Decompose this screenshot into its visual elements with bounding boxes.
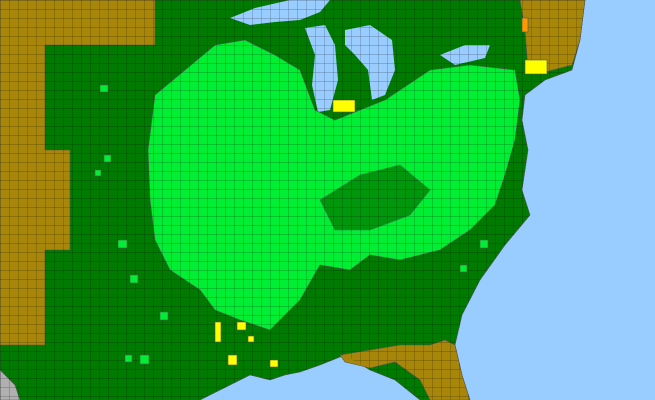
scattered-counties xyxy=(94,84,489,365)
orange-county xyxy=(521,17,529,33)
yellow-counties xyxy=(214,59,548,368)
